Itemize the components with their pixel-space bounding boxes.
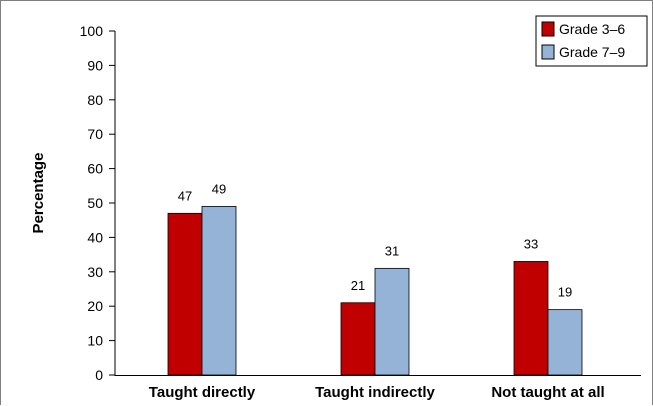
bar bbox=[167, 212, 203, 376]
y-tick-label: 100 bbox=[80, 23, 104, 39]
data-label: 49 bbox=[212, 181, 226, 196]
bar bbox=[201, 206, 237, 376]
y-tick-label: 80 bbox=[87, 92, 103, 108]
y-tick-label: 20 bbox=[87, 298, 103, 314]
bar bbox=[513, 261, 549, 376]
legend: Grade 3–6 Grade 7–9 bbox=[535, 15, 648, 67]
legend-label-grade-7-9: Grade 7–9 bbox=[559, 44, 625, 60]
bar bbox=[340, 302, 376, 376]
x-category-label: Taught indirectly bbox=[315, 384, 435, 401]
y-tick-label: 40 bbox=[87, 229, 103, 245]
x-category-label: Not taught at all bbox=[491, 384, 604, 401]
legend-swatch-grade-3-6 bbox=[541, 21, 555, 37]
x-category-label: Taught directly bbox=[149, 384, 256, 401]
bar bbox=[374, 267, 410, 376]
y-axis-label: Percentage bbox=[30, 153, 47, 234]
data-label: 31 bbox=[385, 243, 399, 258]
y-tick-label: 60 bbox=[87, 161, 103, 177]
data-label: 33 bbox=[524, 236, 538, 251]
data-label: 21 bbox=[351, 278, 365, 293]
y-tick-label: 10 bbox=[87, 333, 103, 349]
y-tick-label: 70 bbox=[87, 126, 103, 142]
y-tick-label: 90 bbox=[87, 57, 103, 73]
legend-swatch-grade-7-9 bbox=[541, 44, 555, 60]
bar bbox=[547, 309, 583, 376]
y-tick-label: 50 bbox=[87, 195, 103, 211]
y-tick-label: 30 bbox=[87, 264, 103, 280]
data-label: 47 bbox=[178, 188, 192, 203]
y-tick-label: 0 bbox=[95, 367, 103, 383]
data-label: 19 bbox=[558, 285, 572, 300]
legend-label-grade-3-6: Grade 3–6 bbox=[559, 21, 625, 37]
